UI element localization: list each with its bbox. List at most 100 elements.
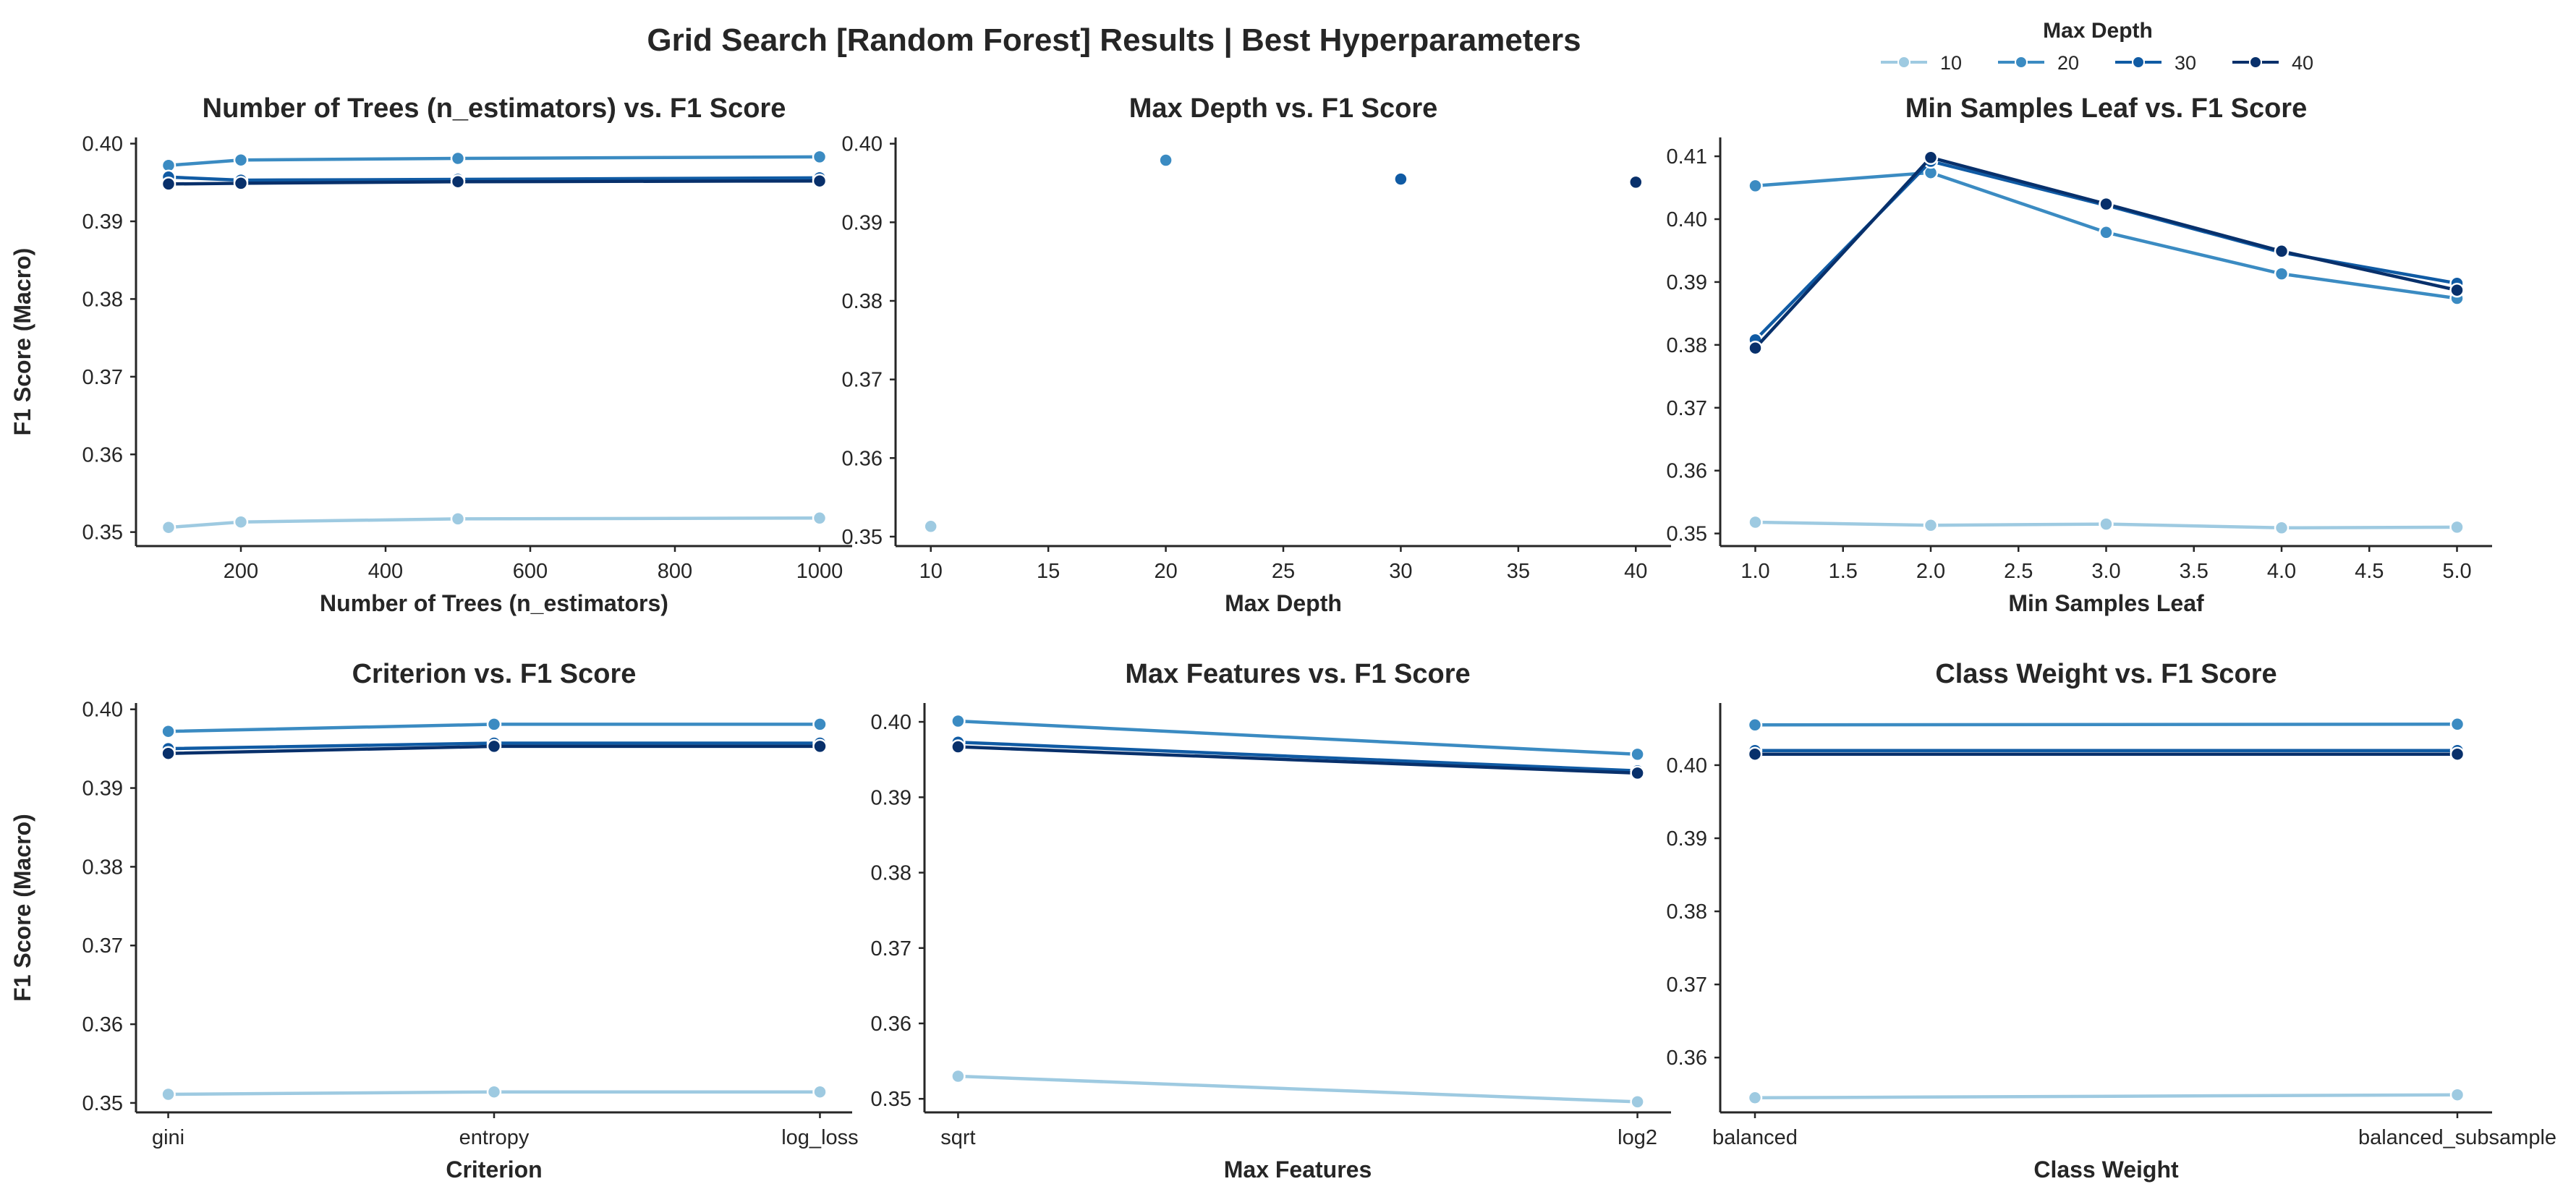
series-40 <box>1628 174 1644 190</box>
data-point <box>1923 518 1939 533</box>
y-axis-label: F1 Score (Macro) <box>9 248 35 436</box>
x-axis-label: Max Features <box>1224 1156 1372 1183</box>
series-10 <box>1747 1087 2465 1106</box>
series-10 <box>1748 514 2465 536</box>
data-point <box>2099 516 2114 532</box>
legend-label: 40 <box>2292 52 2313 74</box>
legend-marker <box>1897 56 1910 69</box>
y-tick-label: 0.38 <box>1667 900 1707 924</box>
series-line <box>168 516 820 529</box>
data-point <box>233 152 249 168</box>
series-40 <box>951 739 1645 781</box>
y-tick-label: 0.35 <box>82 1092 123 1115</box>
panel-title: Criterion vs. F1 Score <box>352 659 637 689</box>
series-line <box>168 175 820 182</box>
series-20 <box>1747 717 2465 733</box>
data-point <box>161 176 177 192</box>
x-tick-label: log2 <box>1618 1126 1657 1149</box>
data-point <box>161 746 176 761</box>
y-tick-label: 0.39 <box>871 786 911 809</box>
series-10 <box>951 1068 1645 1109</box>
data-point <box>812 149 828 165</box>
x-tick-label: 200 <box>224 560 258 583</box>
x-tick-label: 2.0 <box>1916 560 1945 583</box>
data-point <box>233 514 249 529</box>
y-tick-label: 0.39 <box>82 210 123 234</box>
y-tick-label: 0.36 <box>842 447 883 470</box>
x-tick-label: balanced_subsample <box>2358 1126 2556 1149</box>
legend: Max Depth 10 20 30 40 <box>1881 19 2313 74</box>
x-axis-label: Class Weight <box>2033 1156 2179 1183</box>
data-point <box>812 717 828 732</box>
x-tick-label: 20 <box>1154 560 1177 583</box>
data-point <box>2099 225 2114 240</box>
legend-marker <box>2249 56 2262 69</box>
data-point <box>2449 746 2465 762</box>
x-tick-label: 600 <box>513 560 548 583</box>
y-tick-label: 0.38 <box>82 856 123 879</box>
series-30 <box>951 734 1645 779</box>
y-tick-label: 0.38 <box>82 288 123 311</box>
x-tick-label: 1.0 <box>1740 560 1769 583</box>
x-tick-label: 3.0 <box>2091 560 2120 583</box>
y-tick-label: 0.38 <box>871 862 911 885</box>
y-tick-label: 0.39 <box>1667 827 1707 851</box>
y-tick-label: 0.37 <box>871 937 911 960</box>
y-tick-label: 0.40 <box>1667 208 1707 231</box>
y-tick-label: 0.36 <box>871 1013 911 1036</box>
panel-5: Max Features vs. F1 Score 0.35 0.36 0.37 0.3… <box>871 659 1671 1183</box>
y-tick-label: 0.36 <box>1667 1047 1707 1070</box>
data-point <box>2274 244 2290 259</box>
x-tick-label: 40 <box>1624 560 1647 583</box>
data-point <box>1923 150 1939 166</box>
y-tick-label: 0.35 <box>1667 523 1707 546</box>
data-point <box>1748 340 1763 356</box>
y-tick-label: 0.38 <box>842 290 883 313</box>
data-point <box>1747 717 1763 733</box>
panel-title: Number of Trees (n_estimators) vs. F1 Sc… <box>203 93 786 124</box>
series-20 <box>951 713 1645 762</box>
data-point <box>2099 196 2114 212</box>
series-40 <box>161 738 828 761</box>
series-line <box>1754 159 2457 341</box>
data-point <box>1747 1090 1763 1106</box>
panel-1: Number of Trees (n_estimators) vs. F1 Sc… <box>9 93 852 616</box>
x-tick-label: gini <box>152 1126 184 1149</box>
data-point <box>951 713 966 729</box>
x-tick-label: entropy <box>459 1126 530 1149</box>
y-tick-label: 0.40 <box>82 133 123 156</box>
x-tick-label: 1.5 <box>1829 560 1858 583</box>
y-tick-label: 0.40 <box>1667 754 1707 778</box>
x-tick-label: log_loss <box>781 1126 858 1149</box>
y-tick-label: 0.35 <box>842 526 883 549</box>
x-tick-label: 15 <box>1037 560 1060 583</box>
legend-entry-40: 40 <box>2232 52 2313 74</box>
panels: Number of Trees (n_estimators) vs. F1 Sc… <box>9 93 2556 1183</box>
y-tick-label: 0.35 <box>871 1088 911 1111</box>
x-axis-label: Max Depth <box>1225 590 1342 616</box>
x-axis-label: Number of Trees (n_estimators) <box>320 590 668 616</box>
x-tick-label: 2.5 <box>2004 560 2033 583</box>
series-20 <box>1158 153 1173 168</box>
data-point <box>951 739 966 754</box>
x-axis-label: Criterion <box>446 1156 542 1183</box>
data-point <box>812 738 828 754</box>
y-tick-label: 0.36 <box>1667 460 1707 483</box>
y-tick-label: 0.39 <box>1667 271 1707 294</box>
legend-entry-10: 10 <box>1881 52 1962 74</box>
y-tick-label: 0.37 <box>82 934 123 958</box>
panel-4: Criterion vs. F1 Score 0.35 0.36 0.37 0.38 0.… <box>9 659 859 1183</box>
legend-label: 10 <box>1940 52 1962 74</box>
y-axis-label: F1 Score (Macro) <box>9 814 35 1002</box>
panel-2: Max Depth vs. F1 Score 0.35 0.36 0.37 0.38 0.… <box>842 93 1671 616</box>
series-line <box>958 1074 1638 1104</box>
y-tick-label: 0.39 <box>82 778 123 801</box>
series-40 <box>1747 746 2465 762</box>
series-line <box>168 179 820 186</box>
series-line <box>168 155 820 167</box>
legend-label: 20 <box>2057 52 2079 74</box>
data-point <box>161 1086 176 1102</box>
panel-3: Min Samples Leaf vs. F1 Score 0.35 0.36 0.3… <box>1667 93 2492 616</box>
series-40 <box>161 173 828 192</box>
x-tick-label: 5.0 <box>2442 560 2471 583</box>
